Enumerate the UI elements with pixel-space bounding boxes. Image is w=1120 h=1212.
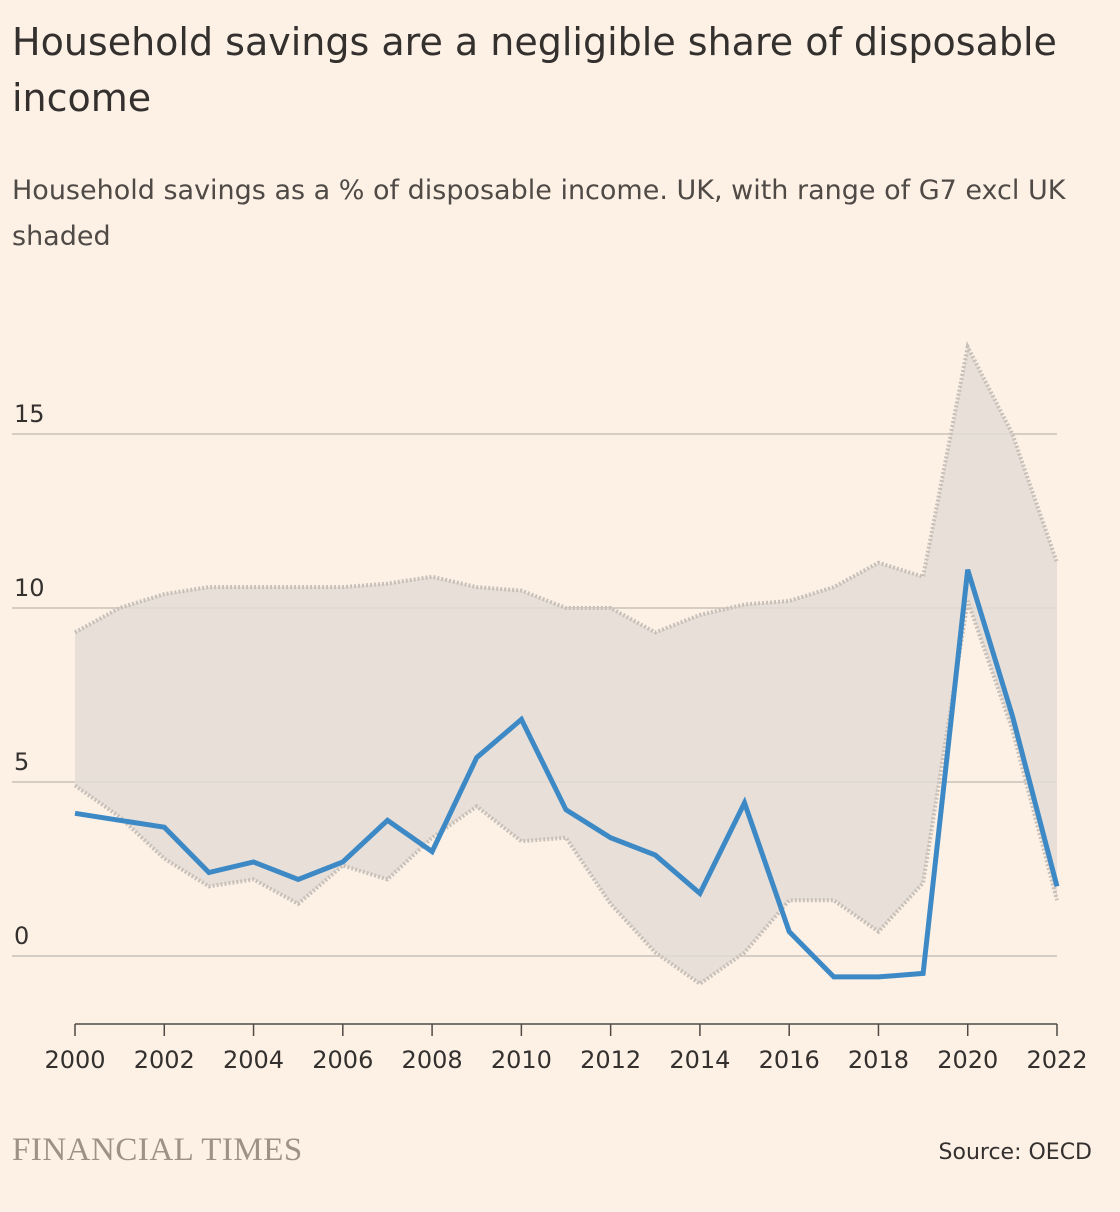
y-tick-label: 10 — [14, 574, 45, 602]
x-tick-label: 2010 — [491, 1046, 552, 1074]
g7-range-upper-edge — [74, 340, 1059, 635]
x-tick-label: 2006 — [312, 1046, 373, 1074]
x-tick-label: 2012 — [580, 1046, 641, 1074]
x-tick-label: 2022 — [1026, 1046, 1087, 1074]
source-note: Source: OECD — [938, 1140, 1092, 1165]
uk-series — [74, 568, 1060, 980]
g7-range-area — [73, 340, 1059, 987]
x-tick-label: 2000 — [44, 1046, 105, 1074]
g7-range-band — [75, 347, 1057, 984]
y-tick-label: 5 — [14, 748, 29, 776]
y-tick-label: 15 — [14, 400, 45, 428]
financial-times-logo: FINANCIAL TIMES — [12, 1132, 303, 1168]
x-tick-label: 2004 — [223, 1046, 284, 1074]
uk-savings-line — [74, 568, 1060, 980]
x-tick-label: 2002 — [134, 1046, 195, 1074]
x-tick-label: 2014 — [669, 1046, 730, 1074]
x-tick-label: 2008 — [402, 1046, 463, 1074]
chart-subtitle: Household savings as a % of disposable i… — [12, 175, 1066, 252]
x-tick-label: 2020 — [937, 1046, 998, 1074]
x-tick-label: 2018 — [848, 1046, 909, 1074]
x-axis: 2000 2002 2004 2006 2008 2010 2012 2014 2016 2018… — [44, 1023, 1088, 1074]
y-tick-label: 0 — [14, 922, 29, 950]
chart-title: Household savings are a negligible share… — [12, 20, 1057, 120]
x-tick-label: 2016 — [759, 1046, 820, 1074]
